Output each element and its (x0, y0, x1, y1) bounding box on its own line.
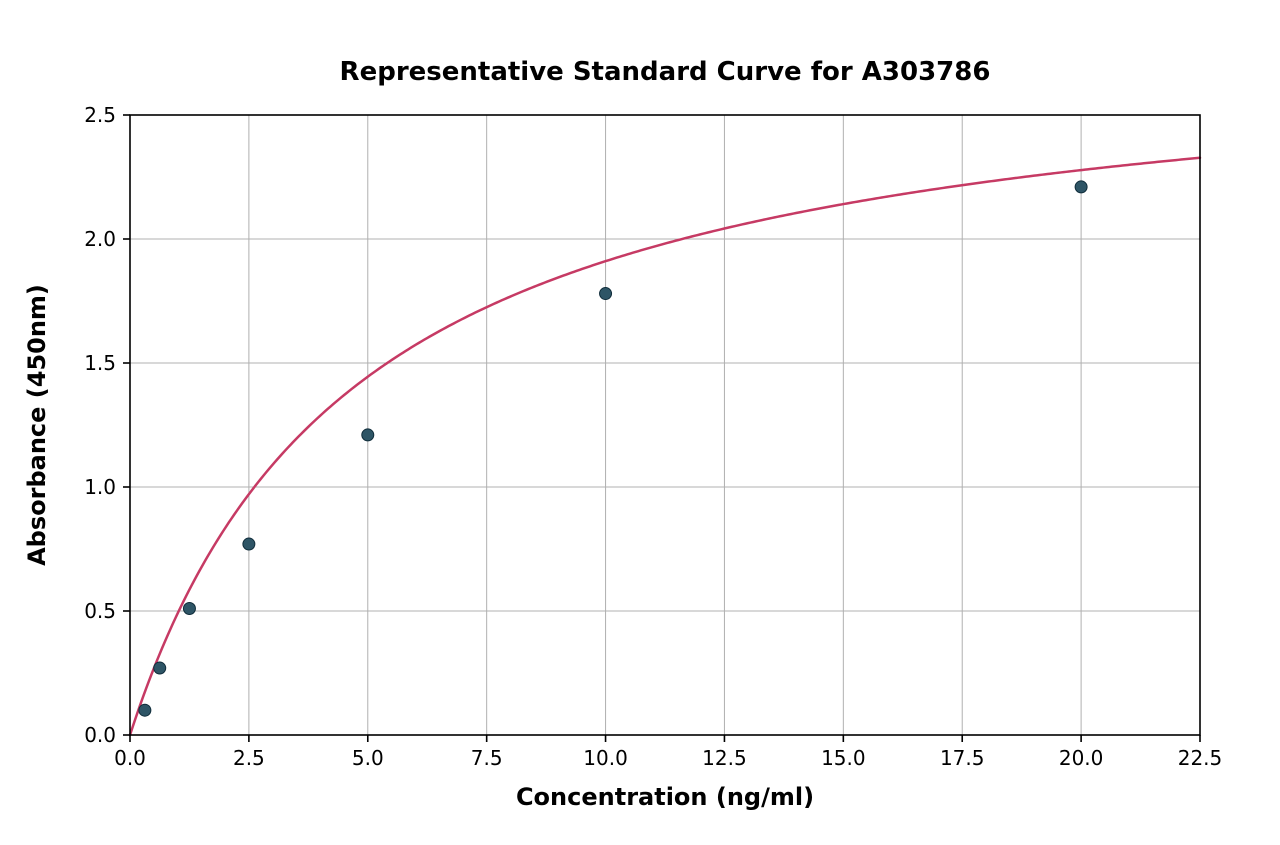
y-axis-label: Absorbance (450nm) (23, 284, 51, 566)
chart-title: Representative Standard Curve for A30378… (340, 57, 991, 87)
ytick-label: 2.0 (84, 227, 116, 251)
ytick-label: 1.5 (84, 351, 116, 375)
data-point (362, 429, 374, 441)
data-point (600, 288, 612, 300)
data-point (154, 662, 166, 674)
chart-background (0, 0, 1280, 845)
xtick-label: 17.5 (940, 746, 985, 770)
xtick-label: 22.5 (1178, 746, 1223, 770)
xtick-label: 7.5 (471, 746, 503, 770)
xtick-label: 2.5 (233, 746, 265, 770)
xtick-label: 15.0 (821, 746, 866, 770)
xtick-label: 10.0 (583, 746, 628, 770)
ytick-label: 1.0 (84, 475, 116, 499)
data-point (139, 704, 151, 716)
ytick-label: 2.5 (84, 103, 116, 127)
xtick-label: 12.5 (702, 746, 747, 770)
xtick-label: 5.0 (352, 746, 384, 770)
chart-svg: 0.0 2.5 5.0 7.5 10.0 12.5 15.0 17.5 20.0 22.5 0.0 0… (0, 0, 1280, 845)
xtick-label: 20.0 (1059, 746, 1104, 770)
data-point (243, 538, 255, 550)
ytick-label: 0.0 (84, 723, 116, 747)
x-axis-label: Concentration (ng/ml) (516, 783, 814, 811)
data-point (1075, 181, 1087, 193)
xtick-label: 0.0 (114, 746, 146, 770)
ytick-label: 0.5 (84, 599, 116, 623)
chart-container: 0.0 2.5 5.0 7.5 10.0 12.5 15.0 17.5 20.0 22.5 0.0 0… (0, 0, 1280, 845)
data-point (183, 603, 195, 615)
